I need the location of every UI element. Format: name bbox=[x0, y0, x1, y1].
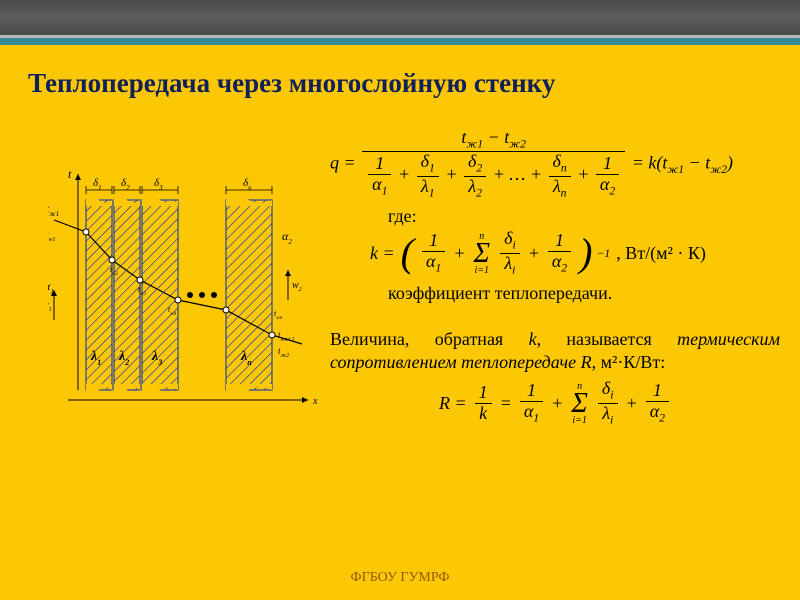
equation-q: q = tж1 − tж2 1α1 + δ1λ1 + δ2λ2 + … + δn… bbox=[330, 128, 780, 200]
svg-text:w2: w2 bbox=[292, 280, 302, 293]
multilayer-wall-diagram: t x δ1λ1δ2λ2δ3λ3δnλn tж1 tw1 tw2 tw3 tw4… bbox=[48, 160, 348, 430]
k-coefficient-label: коэффициент теплопередачи. bbox=[388, 283, 780, 304]
svg-text:tw1: tw1 bbox=[48, 230, 56, 243]
svg-text:tж2: tж2 bbox=[278, 346, 289, 359]
svg-text:α1: α1 bbox=[48, 279, 54, 296]
svg-text:α2: α2 bbox=[282, 229, 292, 246]
resistance-paragraph: Величина, обратная k, называется термиче… bbox=[330, 328, 780, 373]
footer-org: ФГБОУ ГУМРФ bbox=[0, 570, 800, 586]
svg-text:t: t bbox=[68, 167, 72, 181]
equation-k: k = ( 1α1 + nΣi=1 δiλi + 1α2 )−1 , Вт/(м… bbox=[370, 229, 780, 277]
svg-text:twn+1: twn+1 bbox=[278, 330, 295, 343]
top-bar bbox=[0, 0, 800, 38]
svg-text:twn: twn bbox=[274, 309, 283, 321]
svg-text:w1: w1 bbox=[48, 300, 52, 313]
formula-area: q = tж1 − tж2 1α1 + δ1λ1 + δ2λ2 + … + δn… bbox=[330, 128, 780, 433]
where-label: где: bbox=[388, 206, 780, 227]
equation-R: R = 1k = 1α1 + nΣi=1 δiλi + 1α2 bbox=[330, 379, 780, 427]
svg-text:tж1: tж1 bbox=[48, 203, 59, 218]
svg-text:x: x bbox=[312, 396, 318, 407]
slide-title: Теплопередача через многослойную стенку bbox=[28, 68, 772, 99]
